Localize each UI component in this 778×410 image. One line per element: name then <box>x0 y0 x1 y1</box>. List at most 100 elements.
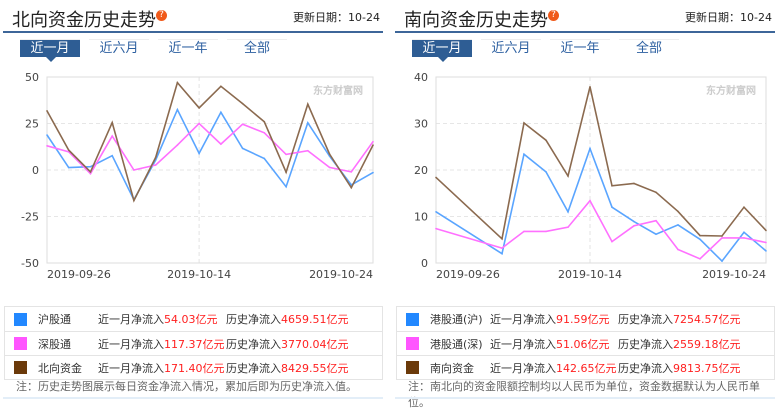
y-tick-label: 25 <box>25 118 39 131</box>
plot-frame <box>46 76 374 264</box>
data-point <box>501 252 503 255</box>
label: 近一月净流入 <box>98 361 164 375</box>
data-point <box>589 147 591 150</box>
range-tabs: 近一月 近六月 近一年 全部 <box>412 39 679 62</box>
label: 近一月净流入 <box>98 313 164 326</box>
legend-row: 深股通 近一月净流入117.37亿元 历史净流入3770.04亿元 <box>5 331 382 355</box>
data-point <box>133 169 135 171</box>
data-point <box>89 165 92 168</box>
tab-1-month[interactable]: 近一月 <box>412 39 472 62</box>
data-point <box>633 182 635 185</box>
legend-row: 港股通(深) 近一月净流入51.06亿元 历史净流入2559.18亿元 <box>397 331 774 355</box>
help-icon[interactable]: ? <box>548 10 559 21</box>
data-point <box>765 241 767 244</box>
panel-title: 北向资金历史走势? <box>12 6 167 32</box>
data-point <box>589 199 591 202</box>
data-point <box>523 230 525 233</box>
label: 历史净流入 <box>618 337 673 351</box>
data-point <box>263 121 266 123</box>
value: 3770.04亿元 <box>281 337 349 351</box>
data-point <box>545 230 547 233</box>
swatch <box>406 337 419 350</box>
label: 历史净流入 <box>226 313 281 326</box>
tab-1-year[interactable]: 近一年 <box>158 39 218 57</box>
data-point <box>372 144 374 146</box>
data-point <box>435 211 437 213</box>
help-icon[interactable]: ? <box>156 10 167 21</box>
series-name: 沪股通 <box>38 313 71 326</box>
tab-6-months[interactable]: 近六月 <box>89 39 149 57</box>
series-line-南向资金 <box>435 86 767 241</box>
data-point <box>46 145 48 147</box>
tab-1-month[interactable]: 近一月 <box>20 39 80 62</box>
value: 54.03亿元 <box>164 313 218 326</box>
data-point <box>89 172 92 175</box>
value: 117.37亿元 <box>164 337 225 351</box>
data-point <box>220 143 222 145</box>
x-tick-label: 2019-10-24 <box>702 268 766 281</box>
value: 4659.51亿元 <box>281 313 349 326</box>
watermark-logo: 东方财富网 <box>706 84 756 97</box>
data-point <box>743 231 745 234</box>
label: 近一月净流入 <box>490 313 556 326</box>
tab-6-months[interactable]: 近六月 <box>481 39 541 57</box>
data-point <box>198 122 200 125</box>
data-point <box>263 157 266 160</box>
data-point <box>307 121 309 124</box>
hist-flow: 历史净流入4659.51亿元 <box>226 311 349 327</box>
data-point <box>285 171 287 174</box>
data-point <box>241 123 244 126</box>
y-tick-label: 30 <box>414 118 428 131</box>
series-line-深股通 <box>46 122 374 176</box>
data-point <box>545 139 547 142</box>
data-point <box>111 121 113 124</box>
data-point <box>67 166 70 169</box>
southbound-chart: 40 30 20 10 0 东方财富网 2019-09-26 2019-10-14 2019-1… <box>414 71 767 281</box>
data-point <box>567 226 569 228</box>
series-line-北向资金 <box>46 80 374 203</box>
divider <box>395 31 775 33</box>
data-point <box>46 134 48 136</box>
tab-1-year[interactable]: 近一年 <box>550 39 610 57</box>
month-flow: 近一月净流入171.40亿元 <box>98 360 226 376</box>
panel-title: 南向资金历史走势? <box>404 6 559 32</box>
data-point <box>765 250 767 252</box>
data-point <box>46 110 48 112</box>
divider <box>3 31 383 33</box>
data-point <box>523 122 525 124</box>
data-point <box>721 237 723 239</box>
data-point <box>765 229 767 232</box>
data-point <box>285 185 287 188</box>
tab-all[interactable]: 全部 <box>619 39 679 57</box>
tab-all[interactable]: 全部 <box>227 39 287 57</box>
footnote: 注：历史走势图展示每日资金净流入情况，累加后即为历史净流入值。 <box>16 380 357 393</box>
label: 近一月净流入 <box>490 361 556 375</box>
value: 142.65亿元 <box>556 361 617 375</box>
data-point <box>176 144 179 146</box>
legend-row: 南向资金 近一月净流入142.65亿元 历史净流入9813.75亿元 <box>397 355 774 379</box>
update-date: 更新日期：10-24 <box>293 11 380 24</box>
data-point <box>435 227 437 230</box>
series-name: 北向资金 <box>38 361 82 375</box>
hist-flow: 历史净流入9813.75亿元 <box>618 360 741 376</box>
data-point <box>154 156 157 159</box>
value: 8429.55亿元 <box>281 361 349 375</box>
value: 2559.18亿元 <box>673 337 741 351</box>
data-point <box>198 152 200 155</box>
hist-flow: 历史净流入8429.55亿元 <box>226 360 349 376</box>
data-point <box>611 240 613 243</box>
legend-row: 北向资金 近一月净流入171.40亿元 历史净流入8429.55亿元 <box>5 355 382 379</box>
data-point <box>655 191 657 194</box>
y-tick-label: -50 <box>21 257 39 270</box>
title-text: 南向资金历史走势 <box>404 10 548 31</box>
label: 历史净流入 <box>226 361 281 375</box>
data-point <box>523 153 525 155</box>
month-flow: 近一月净流入91.59亿元 <box>490 311 618 327</box>
data-point <box>263 132 266 134</box>
data-point <box>677 210 679 213</box>
northbound-panel: 北向资金历史走势? 更新日期：10-24 近一月 近六月 近一年 全部 50 25… <box>0 0 386 400</box>
data-point <box>721 260 723 262</box>
legend-table: 港股通(沪) 近一月净流入91.59亿元 历史净流入7254.57亿元 港股通(深)… <box>396 306 775 380</box>
y-tick-label: 0 <box>32 164 39 177</box>
hist-flow: 历史净流入3770.04亿元 <box>226 336 349 352</box>
